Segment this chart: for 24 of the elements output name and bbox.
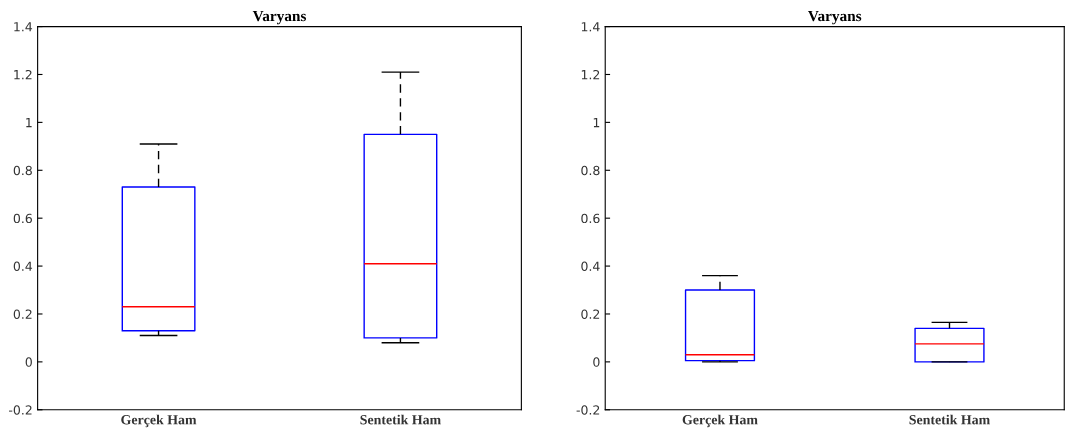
y-tick-label: 0.2 xyxy=(13,309,32,319)
chart-title: Varyans xyxy=(252,11,307,25)
y-tick-label: -0.2 xyxy=(576,405,600,415)
y-tick-label: 1.4 xyxy=(14,22,33,32)
x-tick-label: Sentetik Ham xyxy=(360,414,441,425)
y-tick-label: 0.4 xyxy=(581,261,600,271)
y-tick-label: 1 xyxy=(26,118,32,128)
x-tick-label: Sentetik Ham xyxy=(909,414,990,425)
y-tick-label: 0.6 xyxy=(581,213,600,224)
x-tick-label: Gerçek Ham xyxy=(682,414,758,428)
y-tick-label: 0 xyxy=(593,357,600,367)
y-tick-label: 1.4 xyxy=(581,22,600,32)
y-tick-label: 0.8 xyxy=(581,165,600,176)
x-tick-label: Gerçek Ham xyxy=(121,414,197,428)
y-tick-label: 0.2 xyxy=(581,309,600,319)
y-tick-label: 1.2 xyxy=(14,69,32,80)
y-tick-label: 1 xyxy=(593,118,600,128)
y-tick-label: 0.8 xyxy=(13,165,32,176)
y-tick-label: 1.2 xyxy=(581,69,600,80)
y-tick-label: -0.2 xyxy=(8,405,32,415)
chart-title: Varyans xyxy=(808,11,862,25)
y-tick-label: 0.6 xyxy=(13,213,32,224)
y-tick-label: 0.4 xyxy=(13,261,33,271)
y-tick-label: 0 xyxy=(25,357,32,367)
